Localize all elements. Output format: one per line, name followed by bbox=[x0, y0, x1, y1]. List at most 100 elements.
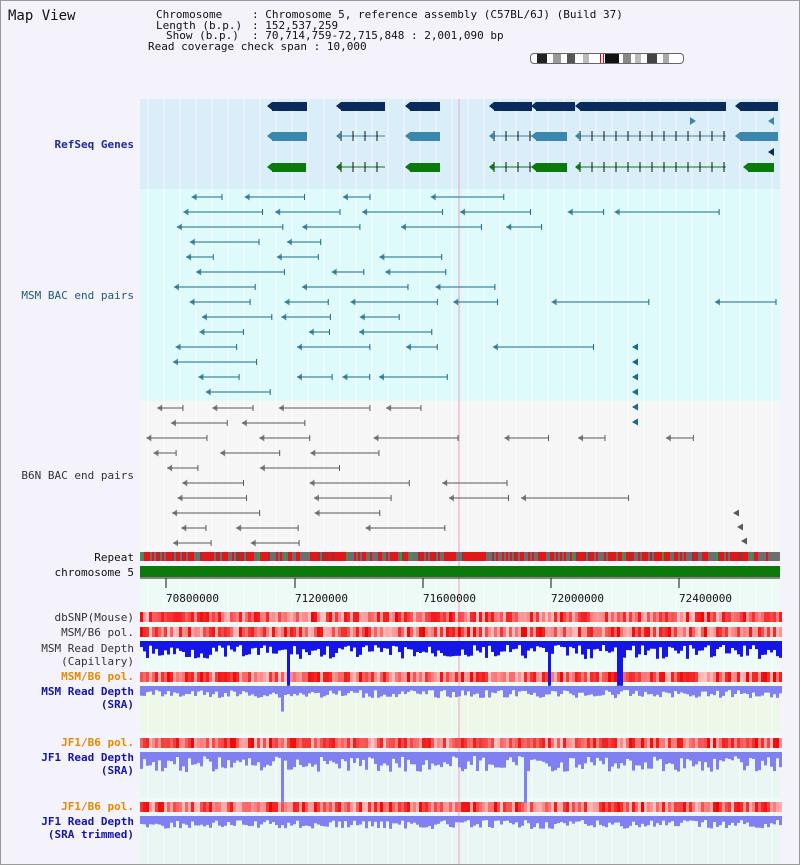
track-label-b6n-bac[interactable]: B6N BAC end pairs bbox=[21, 469, 134, 482]
repeat-segment bbox=[314, 552, 316, 561]
read-depth-bar bbox=[278, 686, 281, 698]
polymorphism-cell bbox=[725, 612, 728, 622]
track-label-jf1-depth-trim-sub: (SRA trimmed) bbox=[47, 828, 134, 841]
polymorphism-cell bbox=[338, 672, 341, 682]
repeat-segment bbox=[708, 552, 710, 561]
track-label-msm-bac[interactable]: MSM BAC end pairs bbox=[21, 289, 134, 302]
repeat-segment bbox=[704, 552, 706, 561]
read-depth-bar bbox=[179, 641, 182, 651]
read-depth-bar bbox=[425, 686, 428, 695]
repeat-segment bbox=[644, 552, 646, 561]
polymorphism-cell bbox=[443, 627, 446, 637]
polymorphism-cell bbox=[713, 738, 716, 748]
polymorphism-cell bbox=[590, 802, 593, 812]
read-depth-bar bbox=[236, 686, 239, 697]
polymorphism-cell bbox=[692, 612, 695, 622]
read-depth-bar bbox=[500, 686, 503, 691]
polymorphism-cell bbox=[422, 627, 425, 637]
bac-end-marker bbox=[460, 208, 466, 216]
read-depth-bar bbox=[443, 752, 446, 763]
repeat-segment bbox=[668, 552, 670, 561]
repeat-segment bbox=[370, 552, 372, 561]
polymorphism-cell bbox=[200, 672, 203, 682]
polymorphism-cell bbox=[560, 738, 563, 748]
repeat-segment bbox=[748, 552, 750, 561]
read-depth-bar bbox=[626, 641, 629, 651]
polymorphism-cell bbox=[335, 627, 338, 637]
read-depth-bar bbox=[482, 752, 485, 758]
polymorphism-cell bbox=[698, 672, 701, 682]
bac-end-marker bbox=[302, 223, 308, 231]
read-depth-bar bbox=[413, 752, 416, 765]
polymorphism-cell bbox=[281, 672, 284, 682]
polymorphism-cell bbox=[608, 672, 611, 682]
polymorphism-cell bbox=[392, 612, 395, 622]
chromosome-ideogram[interactable] bbox=[530, 53, 684, 64]
polymorphism-cell bbox=[656, 738, 659, 748]
bac-end-marker bbox=[632, 403, 638, 411]
polymorphism-cell bbox=[422, 672, 425, 682]
repeat-segment bbox=[608, 552, 610, 561]
read-depth-bar bbox=[140, 816, 143, 824]
track-label-refseq[interactable]: RefSeq Genes bbox=[54, 138, 134, 151]
read-depth-bar bbox=[425, 752, 428, 761]
polymorphism-cell bbox=[227, 802, 230, 812]
read-depth-bar bbox=[350, 686, 353, 692]
polymorphism-cell bbox=[290, 738, 293, 748]
read-depth-bar bbox=[335, 686, 338, 695]
bac-end-marker bbox=[302, 283, 308, 291]
bac-end-marker bbox=[314, 509, 320, 517]
polymorphism-cell bbox=[206, 627, 209, 637]
polymorphism-cell bbox=[668, 672, 671, 682]
read-depth-bar bbox=[656, 816, 659, 824]
read-depth-bar bbox=[158, 752, 161, 761]
gene-exon bbox=[748, 163, 774, 172]
polymorphism-cell bbox=[773, 627, 776, 637]
polymorphism-cell bbox=[263, 738, 266, 748]
read-depth-bar bbox=[311, 752, 314, 767]
polymorphism-cell bbox=[767, 802, 770, 812]
polymorphism-cell bbox=[455, 738, 458, 748]
polymorphism-cell bbox=[488, 612, 491, 622]
polymorphism-cell bbox=[551, 612, 554, 622]
read-depth-bar bbox=[497, 752, 500, 768]
polymorphism-cell bbox=[734, 627, 737, 637]
polymorphism-cell bbox=[206, 612, 209, 622]
bac-end-marker bbox=[448, 494, 454, 502]
read-depth-bar bbox=[470, 816, 473, 828]
polymorphism-cell bbox=[575, 627, 578, 637]
read-depth-bar bbox=[659, 816, 662, 826]
read-depth-bar bbox=[416, 816, 419, 825]
repeat-segment bbox=[382, 552, 384, 561]
repeat-segment bbox=[226, 552, 228, 561]
gene-strand-arrow bbox=[735, 102, 740, 110]
polymorphism-cell bbox=[710, 672, 713, 682]
repeat-segment bbox=[396, 552, 398, 561]
polymorphism-cell bbox=[215, 738, 218, 748]
polymorphism-cell bbox=[731, 612, 734, 622]
read-depth-bar bbox=[395, 641, 398, 647]
repeat-segment bbox=[338, 552, 340, 561]
read-depth-bar bbox=[281, 816, 284, 825]
polymorphism-cell bbox=[650, 612, 653, 622]
read-depth-bar bbox=[311, 686, 314, 692]
polymorphism-cell bbox=[386, 672, 389, 682]
polymorphism-cell bbox=[761, 738, 764, 748]
read-depth-bar bbox=[710, 686, 713, 695]
polymorphism-cell bbox=[737, 627, 740, 637]
read-depth-bar bbox=[314, 752, 317, 765]
repeat-segment bbox=[210, 552, 212, 561]
region-info: Chromosome: Chromosome 5, reference asse… bbox=[148, 8, 623, 53]
read-depth-bar bbox=[719, 816, 722, 826]
polymorphism-cell bbox=[194, 612, 197, 622]
polymorphism-cell bbox=[215, 672, 218, 682]
polymorphism-cell bbox=[197, 802, 200, 812]
repeat-segment bbox=[386, 552, 388, 561]
repeat-segment bbox=[750, 552, 752, 561]
polymorphism-cell bbox=[389, 802, 392, 812]
read-depth-bar bbox=[485, 816, 488, 821]
read-depth-bar bbox=[293, 641, 296, 647]
read-depth-bar bbox=[506, 816, 509, 821]
read-depth-bar bbox=[689, 686, 692, 697]
polymorphism-cell bbox=[485, 738, 488, 748]
